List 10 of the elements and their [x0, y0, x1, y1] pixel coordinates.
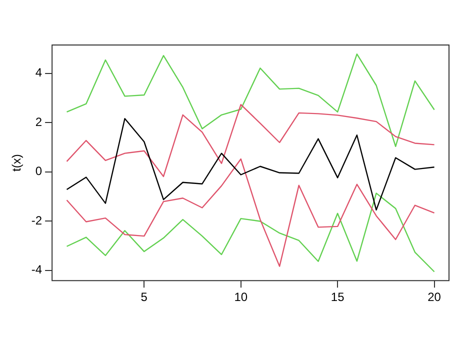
y-tick-label: 2: [35, 114, 42, 129]
x-tick-label: 20: [428, 290, 442, 304]
y-tick-label: 0: [35, 164, 42, 178]
y-axis-title: t(x): [10, 154, 24, 172]
y-tick-label: 4: [35, 66, 42, 80]
x-tick-label: 5: [140, 290, 148, 304]
x-tick-label: 10: [234, 290, 248, 304]
y-tick-label: -2: [31, 213, 42, 228]
y-tick-label: -4: [31, 262, 42, 277]
x-tick-label: 15: [330, 290, 345, 304]
